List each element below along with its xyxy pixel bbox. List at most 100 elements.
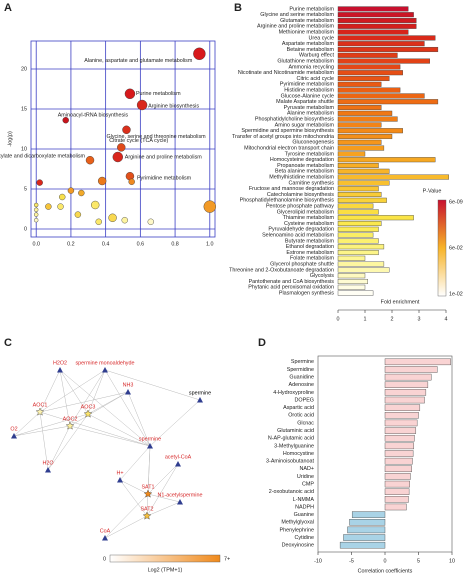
colorbar-title: P-Value	[423, 188, 442, 194]
category-label: 3-Aminoisobutanoat	[266, 459, 314, 465]
point	[203, 200, 216, 213]
x-tick-label: 1	[364, 316, 367, 322]
x-tick-label: 10	[449, 558, 455, 564]
plot-frame	[30, 40, 216, 238]
category-label: Phenylephrine	[280, 527, 314, 533]
y-axis-label: -log(p)	[7, 131, 13, 147]
network-edge	[59, 369, 151, 447]
bar	[384, 457, 413, 465]
network-edge	[39, 369, 61, 413]
bar	[384, 366, 438, 373]
bar	[337, 168, 390, 174]
point-label: Glycine, serine and threonine metabolism	[106, 134, 206, 140]
bar	[384, 480, 410, 488]
category-label: Guanine	[294, 512, 314, 518]
colorbar-label: 6e-09	[449, 199, 463, 205]
bar	[384, 488, 410, 495]
bar	[337, 110, 393, 116]
point	[34, 202, 39, 208]
bar	[339, 541, 386, 549]
category-label: Glycerol phosphate shuttle	[270, 262, 334, 268]
point	[34, 212, 39, 217]
bar	[337, 232, 374, 238]
panel-label: B	[234, 2, 242, 14]
node-label: AOC1	[33, 402, 48, 408]
category-label: Phosphatidylcholine biosynthesis	[255, 117, 334, 123]
bar	[337, 180, 390, 186]
metabolite-node	[177, 499, 183, 505]
bar	[337, 267, 390, 273]
x-tick-label: 0.4	[102, 241, 110, 247]
network-edge	[69, 391, 129, 427]
category-label: Homocysteine degradation	[270, 157, 334, 163]
point-label: Alanine, aspartate and glutamate metabol…	[84, 58, 193, 64]
metabolite-node	[125, 389, 131, 395]
category-label: Gluconeogenesis	[292, 140, 334, 146]
bar	[337, 244, 385, 250]
category-label: Propanoate metabolism	[277, 163, 334, 169]
point-label: Pyrimidine metabolism	[137, 176, 192, 182]
bar	[343, 534, 386, 541]
network-edge	[13, 425, 71, 437]
point	[108, 213, 117, 223]
point	[95, 218, 102, 226]
x-tick-label: 4	[445, 316, 448, 322]
bar	[337, 81, 382, 87]
colorbar-label: 7+	[224, 556, 230, 562]
bar	[337, 203, 374, 209]
colorbar-label: 1e-02	[449, 291, 463, 297]
colorbar-label: 6e-02	[449, 245, 463, 251]
bar	[337, 17, 417, 24]
bar	[337, 284, 366, 290]
bar	[337, 174, 449, 180]
bar	[337, 93, 425, 99]
panel-label: D	[258, 337, 266, 349]
bar	[337, 75, 390, 82]
node-label: CoA	[100, 528, 111, 534]
x-tick-label: 0	[384, 558, 387, 564]
node-label: NH3	[123, 382, 134, 388]
category-label: NADPH	[295, 504, 314, 510]
bar	[337, 238, 379, 244]
gene-node	[142, 511, 152, 520]
network-edge	[59, 369, 89, 415]
bar	[337, 278, 368, 285]
point	[193, 47, 206, 60]
bar	[337, 99, 439, 105]
metabolite-node	[102, 367, 108, 373]
network-edge	[127, 391, 151, 447]
network-edge	[149, 399, 201, 447]
category-label: Mitochondrial electron transport chain	[244, 146, 334, 152]
bar	[384, 450, 414, 457]
category-label: Spermidine and spermine biosynthesis	[241, 128, 334, 134]
category-label: Malate Aspartate shuttle	[276, 99, 334, 105]
x-tick-label: 0.2	[67, 241, 75, 247]
gene-node	[35, 407, 45, 416]
network-edge	[47, 413, 89, 471]
network-edge	[104, 493, 149, 539]
x-tick-label: 0.8	[171, 241, 179, 247]
category-label: Ammonia recycling	[288, 64, 334, 70]
category-label: Guanidine	[289, 375, 314, 381]
network-edge	[119, 479, 148, 517]
category-label: Methylhistidine metabolism	[269, 175, 334, 181]
y-tick-label: 0	[24, 226, 27, 232]
x-tick-label: -5	[349, 558, 354, 564]
point	[121, 216, 128, 224]
category-label: Catecholamine biosynthesis	[267, 192, 334, 198]
category-label: Fructose and mannose degradation	[249, 186, 334, 192]
bar	[337, 139, 382, 145]
x-tick-label: 2	[391, 316, 394, 322]
network-edge	[59, 369, 71, 427]
bar	[337, 46, 439, 53]
network-edge	[104, 369, 201, 401]
metabolite-node	[147, 443, 153, 449]
category-label: Tyrosine metabolism	[285, 151, 335, 157]
bar	[337, 29, 409, 35]
node-label: acetyl-CoA	[165, 454, 192, 460]
network-edge	[147, 463, 179, 495]
metabolite-node	[175, 461, 181, 467]
network-edge	[104, 515, 148, 539]
point	[147, 218, 154, 226]
bar	[351, 511, 386, 518]
